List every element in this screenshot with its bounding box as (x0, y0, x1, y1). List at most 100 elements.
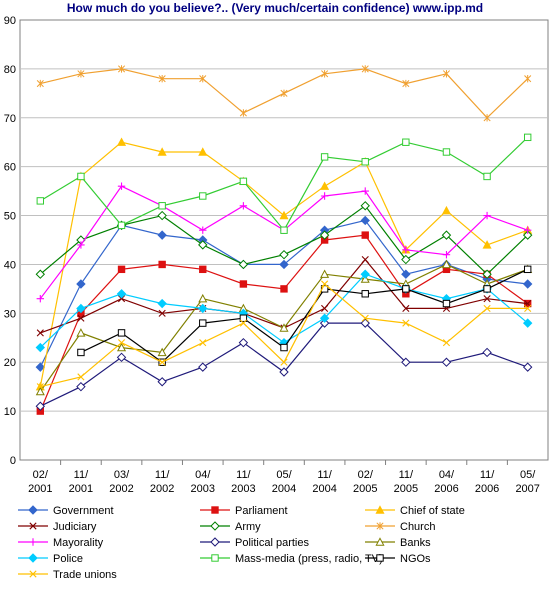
series-chief-of-state-point (320, 181, 330, 190)
series-political-parties-point (482, 347, 492, 358)
legend-mayorality-label: Mayorality (53, 537, 104, 549)
series-banks-point (157, 347, 167, 357)
series-ngos-point (199, 319, 207, 327)
series-government-point (522, 279, 533, 289)
legend-chief-of-state-label: Chief of state (400, 505, 465, 517)
series-banks-point (279, 323, 289, 332)
series-army-point (279, 249, 289, 260)
series-church-point (199, 74, 207, 83)
series-chief-of-state-point (279, 210, 289, 220)
series-police-point (157, 298, 167, 309)
legend-government-point (28, 505, 38, 515)
series-political-parties-point (76, 381, 86, 392)
y-tick-label: 80 (4, 64, 16, 76)
series-ngos-point (280, 343, 288, 352)
x-tick-label: 11/2001 (69, 469, 93, 495)
series-church-point (77, 70, 85, 78)
series-trade-unions-point (361, 314, 369, 322)
series-mayorality-point (199, 226, 207, 234)
series-church-point (402, 79, 410, 88)
legend: Government Parliament Chief of state Judici… (18, 505, 465, 581)
x-tick-label: 04/2003 (191, 469, 215, 495)
series-chief-of-state-point (117, 137, 127, 146)
series-mayorality-point (77, 241, 85, 249)
series-church-point (280, 89, 288, 98)
legend-trade-unions-label: Trade unions (53, 569, 117, 581)
legend-army-label: Army (235, 521, 261, 533)
y-tick-label: 0 (10, 455, 16, 467)
series-police-point (522, 318, 533, 328)
series-mass-media-press-radio-tv-point (158, 202, 166, 210)
legend-police-point (28, 553, 38, 563)
legend-political-parties-label: Political parties (235, 537, 309, 549)
legend-mass-media-press-radio-tv-label: Mass-media (press, radio, TV) (235, 553, 383, 565)
series-banks-point (441, 259, 451, 269)
series-army-point (360, 201, 370, 211)
series-judiciary-point (77, 314, 85, 322)
series-ngos-point (402, 285, 410, 293)
series-church-point (36, 79, 44, 88)
legend-police-label: Police (53, 553, 83, 565)
series-mayorality (36, 182, 532, 303)
legend-church-label: Church (400, 521, 435, 533)
legend-banks-label: Banks (400, 537, 431, 549)
series-trade-unions-point (524, 304, 532, 313)
series-police-point (116, 289, 127, 299)
series-mass-media-press-radio-tv-point (402, 138, 410, 146)
legend-mayorality-point (29, 538, 37, 546)
series-parliament-point (280, 285, 288, 293)
y-tick-label: 90 (4, 15, 16, 27)
series-trade-unions-point (77, 373, 85, 381)
series-political-parties-point (441, 357, 452, 367)
series-police-point (76, 303, 86, 314)
x-tick-label: 11/2002 (150, 469, 174, 495)
series-mayorality-point (117, 182, 126, 190)
series-government-point (35, 362, 46, 372)
x-tick-label: 11/2006 (475, 469, 499, 495)
series-trade-unions-point (117, 339, 126, 347)
series-army-point (319, 230, 330, 240)
y-tick-label: 40 (4, 259, 16, 271)
series-ngos-point (77, 348, 85, 357)
series-church-point (321, 70, 329, 78)
series-mayorality-point (36, 294, 45, 303)
series-judiciary-point (483, 295, 491, 303)
series-chief-of-state (35, 137, 533, 391)
legend-church: Church (365, 521, 435, 533)
series-chief-of-state-point (198, 147, 208, 156)
series-ngos-point (239, 314, 248, 322)
series-government-point (76, 279, 86, 289)
series-army-point (238, 259, 249, 270)
series-trade-unions-point (199, 339, 207, 347)
series-parliament-point (239, 280, 248, 288)
chart-title: How much do you believe?.. (Very much/ce… (66, 1, 484, 15)
series-political-parties (35, 318, 533, 411)
series-political-parties-point (157, 377, 167, 387)
series-judiciary-point (158, 309, 166, 317)
series-police-point (319, 313, 330, 323)
series-mayorality-point (483, 211, 491, 220)
series-political-parties-point (116, 352, 127, 363)
y-axis: 0 10 20 30 40 50 60 70 80 90 (4, 15, 16, 467)
series-judiciary-point (36, 329, 44, 337)
legend-army: Army (200, 521, 261, 533)
series-parliament-point (199, 265, 207, 274)
legend-banks: Banks (365, 537, 431, 549)
series-church-point (442, 70, 451, 78)
series-parliament-point (158, 260, 166, 269)
legend-government: Government (18, 505, 114, 517)
series-mass-media-press-radio-tv-point (117, 221, 126, 230)
legend-mass-media-press-radio-tv: Mass-media (press, radio, TV) (200, 553, 383, 565)
series-judiciary-point (402, 304, 410, 313)
series-police-point (35, 342, 46, 353)
series-church-point (239, 109, 247, 117)
series-church (36, 65, 532, 122)
legend-political-parties: Political parties (200, 537, 309, 549)
series-ngos-point (117, 329, 126, 337)
series-trade-unions-point (483, 304, 491, 313)
series-mayorality-point (239, 202, 248, 210)
legend-parliament-point (211, 506, 219, 514)
series-political-parties-point (522, 362, 533, 372)
